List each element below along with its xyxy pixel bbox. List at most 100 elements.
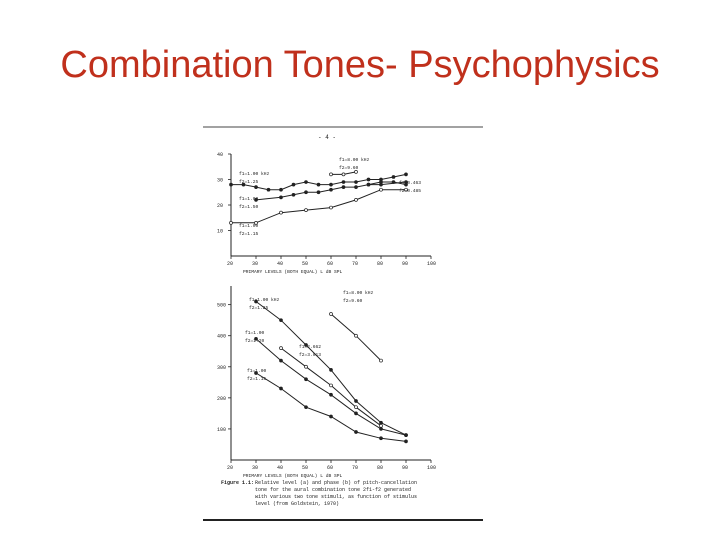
legend-label: f2=0.485: [399, 188, 421, 194]
data-point: [279, 358, 283, 363]
x-tick-label: 70: [352, 465, 358, 471]
data-point: [254, 299, 258, 304]
data-point: [379, 420, 383, 425]
data-point: [404, 187, 408, 192]
data-point: [354, 185, 358, 190]
x-tick-label: 60: [327, 261, 333, 267]
x-tick-label: 40: [277, 465, 283, 471]
data-point: [404, 172, 408, 177]
x-tick-label: 100: [427, 261, 436, 267]
legend-label: f2=1.50: [239, 204, 259, 210]
data-point: [341, 185, 346, 190]
data-point: [291, 192, 296, 197]
data-point: [241, 182, 246, 187]
figure-caption: Figure 1.1: Relative level (a) and phase…: [221, 480, 417, 507]
data-point: [354, 169, 358, 174]
data-point: [266, 187, 271, 192]
x-tick-label: 50: [302, 261, 308, 267]
x-tick-label: 90: [402, 465, 408, 471]
caption-label: Figure 1.1:: [221, 480, 254, 486]
x-tick-label: 40: [277, 261, 283, 267]
y-tick-label: 30: [217, 178, 223, 184]
data-point: [254, 198, 258, 202]
data-point: [316, 182, 321, 187]
data-point: [379, 358, 383, 363]
caption-line-2: tone for the aural combination tone 2f1-…: [255, 487, 411, 493]
legend-label: f1=1.00: [239, 196, 259, 202]
legend-label: f1=0.463: [399, 180, 421, 186]
data-point: [304, 364, 308, 369]
x-tick-label: 30: [252, 465, 258, 471]
data-point: [254, 371, 258, 375]
legend-label: f2=1.25: [239, 179, 259, 185]
data-point: [304, 343, 308, 347]
legend-label: f1=1.00 kHz: [239, 171, 270, 177]
series-line: [368, 181, 407, 186]
data-point: [379, 427, 383, 431]
data-point: [229, 182, 233, 187]
data-point: [254, 185, 258, 190]
data-point: [341, 172, 346, 177]
x-tick-label: 80: [377, 465, 383, 471]
data-point: [329, 187, 333, 192]
legend-label: f1=2.662: [299, 344, 321, 350]
legend-label: f2=3.013: [299, 352, 321, 358]
caption-line-3: with various two tone stimuli, as functi…: [255, 494, 417, 500]
legend-label: f1=1.00: [239, 223, 259, 229]
x-axis-label: PRIMARY LEVELS (BOTH EQUAL) L dB SPL: [243, 269, 342, 275]
data-point: [379, 436, 383, 441]
data-point: [291, 182, 296, 187]
panel-b: 20 30 40 50 60 70 80 90 100 100 200 300 400 500 PRIMAR…: [217, 286, 436, 479]
x-tick-label: 80: [377, 261, 383, 267]
data-point: [391, 180, 396, 184]
data-point: [304, 208, 308, 212]
data-point: [304, 405, 308, 410]
legend-label: f2=9.60: [343, 298, 363, 304]
legend-label: f1=1.00: [245, 330, 265, 336]
x-tick-label: 20: [227, 465, 233, 471]
data-point: [254, 220, 258, 225]
data-point: [329, 392, 333, 397]
y-tick-label: 40: [217, 152, 223, 158]
x-tick-label: 60: [327, 465, 333, 471]
data-point: [329, 182, 333, 187]
data-point: [404, 182, 408, 187]
y-tick-label: 100: [217, 427, 226, 433]
data-point: [366, 182, 371, 187]
data-point: [279, 346, 283, 350]
caption-line-4: level (from Goldstein, 1970): [255, 501, 339, 507]
data-point: [354, 180, 358, 184]
figure-scan: - 4 - 20 30 40 50 60 70 80 90 100 10 20 30 40 PRIMARY…: [203, 126, 483, 522]
data-point: [379, 423, 383, 428]
data-point: [329, 368, 333, 372]
data-point: [279, 187, 283, 192]
data-point: [354, 411, 358, 416]
data-point: [354, 430, 358, 434]
page-marker: - 4 -: [318, 134, 336, 141]
legend-label: f2=1.25: [249, 305, 269, 311]
data-point: [354, 399, 358, 403]
legend-label: f1=8.00 kHz: [343, 290, 374, 296]
legend-label: f1=8.00 kHz: [339, 157, 370, 163]
data-point: [279, 210, 283, 215]
data-point: [316, 190, 321, 195]
data-point: [354, 333, 358, 338]
y-tick-label: 300: [217, 365, 226, 371]
data-point: [304, 190, 308, 195]
data-point: [279, 386, 283, 391]
data-point: [304, 377, 308, 382]
data-point: [341, 180, 346, 184]
x-tick-label: 20: [227, 261, 233, 267]
data-point: [329, 312, 333, 316]
data-point: [354, 198, 358, 202]
data-point: [404, 433, 408, 437]
data-point: [354, 405, 358, 410]
data-point: [379, 187, 383, 192]
caption-line-1: Relative level (a) and phase (b) of pitc…: [255, 480, 417, 486]
x-tick-label: 30: [252, 261, 258, 267]
y-tick-label: 400: [217, 334, 226, 340]
data-point: [254, 336, 258, 341]
legend-label: f2=1.20: [245, 338, 265, 344]
data-point: [279, 318, 283, 323]
y-tick-label: 200: [217, 396, 226, 402]
